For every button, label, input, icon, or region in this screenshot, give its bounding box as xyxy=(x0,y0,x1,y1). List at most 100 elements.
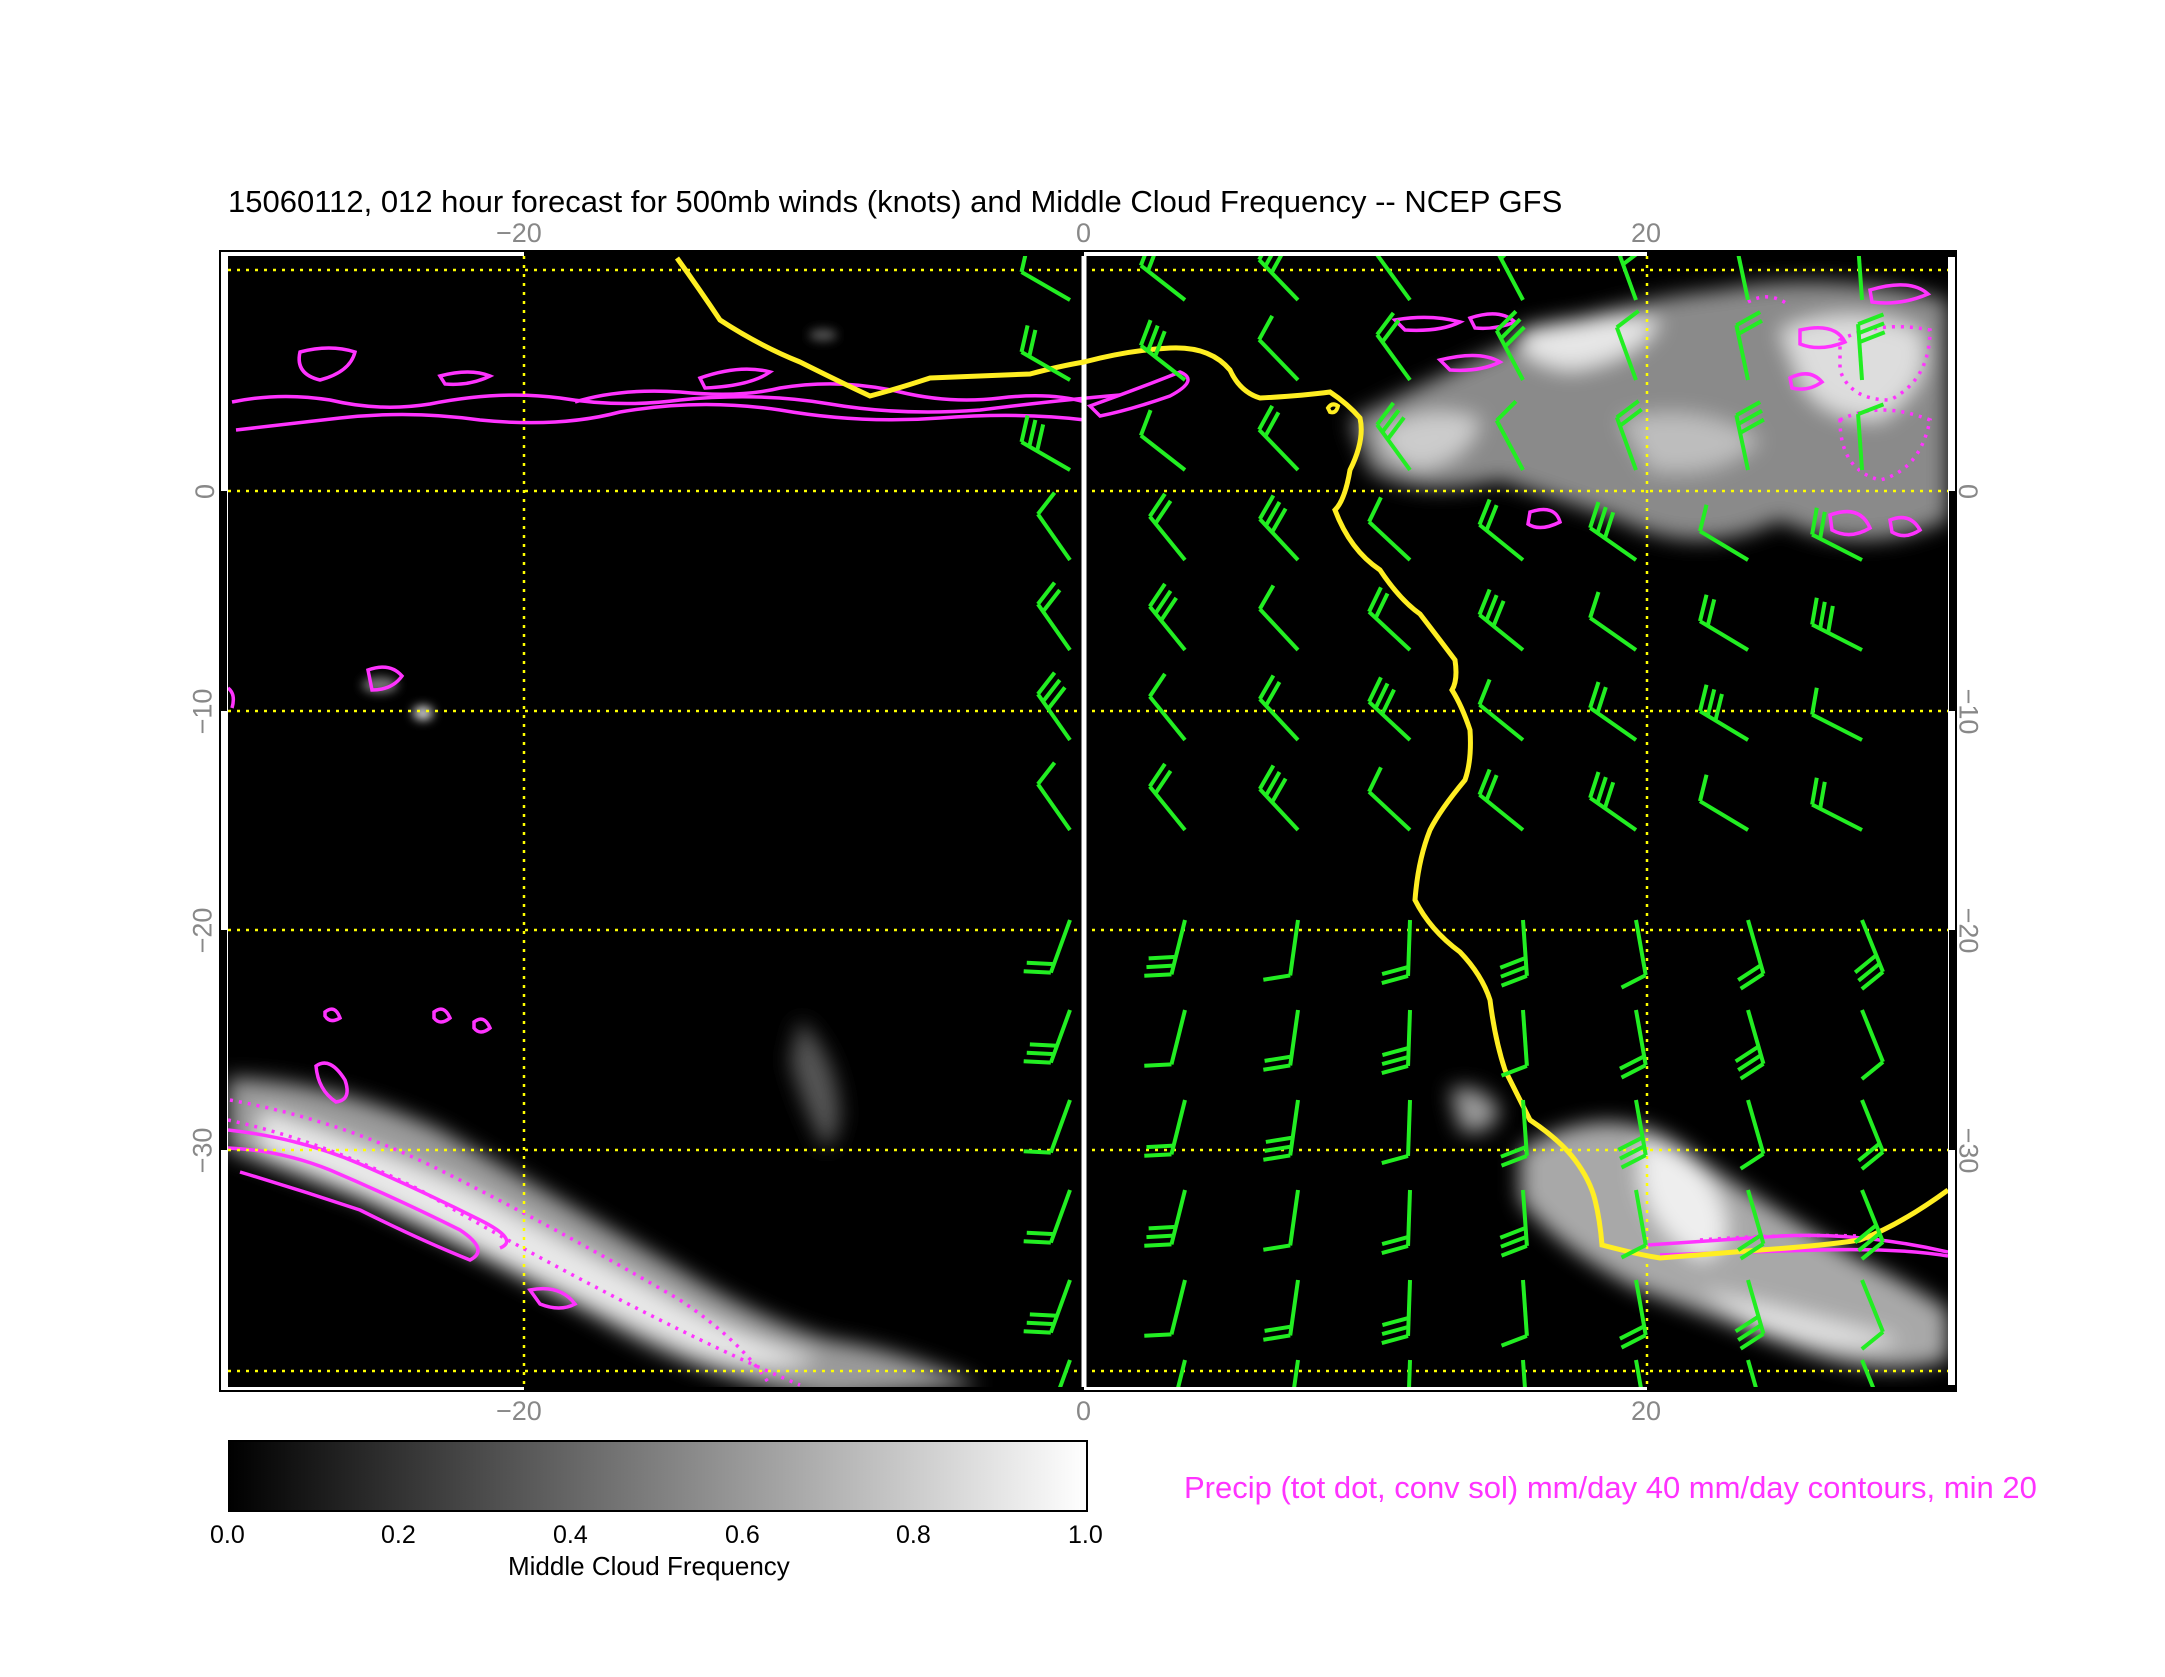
wind-barb xyxy=(1860,1009,1885,1081)
wind-barb xyxy=(1588,591,1638,652)
lon-tick-top-2: 0 xyxy=(1076,218,1092,248)
wind-barb xyxy=(1494,399,1525,471)
colorbar xyxy=(228,1440,1088,1512)
wind-barb xyxy=(1494,309,1526,381)
wind-barb xyxy=(1734,1009,1766,1081)
wind-barb xyxy=(1734,310,1763,381)
precip-legend-note: Precip (tot dot, conv sol) mm/day 40 mm/… xyxy=(1184,1470,2037,1505)
wind-barb xyxy=(1500,1099,1529,1168)
wind-barb xyxy=(1810,777,1863,832)
wind-barb xyxy=(1036,581,1072,652)
wind-barb xyxy=(1739,1099,1766,1171)
wind-barb xyxy=(1588,681,1638,742)
wind-barb xyxy=(1869,174,1930,240)
cloud-field xyxy=(228,282,1948,1387)
wind-barb xyxy=(1381,1009,1412,1075)
wind-barb xyxy=(1263,1279,1300,1342)
wind-barb xyxy=(1144,1279,1187,1338)
wind-barb xyxy=(1148,582,1187,652)
wind-barb xyxy=(1381,919,1412,985)
wind-barb xyxy=(1494,256,1525,301)
wind-barb xyxy=(1144,1189,1187,1248)
wind-barb xyxy=(1737,919,1766,991)
lat-tick-left-4: −30 xyxy=(187,1127,218,1174)
wind-barb xyxy=(1139,409,1187,472)
wind-barb xyxy=(1257,404,1300,472)
wind-barb xyxy=(1588,501,1638,562)
colorbar-tick-1: 0.0 xyxy=(210,1521,245,1549)
wind-barb xyxy=(1169,1359,1187,1387)
wind-barb xyxy=(1023,1279,1072,1335)
gridlines xyxy=(228,256,1948,1387)
wind-barb xyxy=(1746,1359,1766,1387)
wind-barb xyxy=(1019,415,1071,472)
wind-barb xyxy=(1519,184,1580,250)
wind-barb xyxy=(1036,491,1072,562)
wind-barb xyxy=(1023,1009,1072,1065)
wind-barb xyxy=(1375,311,1412,382)
wind-barb xyxy=(1614,309,1640,381)
wind-barb xyxy=(1367,766,1412,832)
lon-tick-top-3: 20 xyxy=(1631,218,1662,248)
wind-barb xyxy=(1144,1099,1187,1158)
wind-barb xyxy=(1810,597,1863,652)
wind-barb xyxy=(1619,1279,1648,1350)
lon-tick-top-1: −20 xyxy=(496,218,542,248)
wind-barb xyxy=(1023,919,1072,975)
coastline xyxy=(674,256,1948,1261)
wind-barb xyxy=(1500,1279,1529,1348)
wind-barb xyxy=(1367,586,1412,652)
wind-barb xyxy=(1698,684,1750,742)
wind-barb xyxy=(1258,674,1300,742)
wind-barb xyxy=(1019,325,1071,382)
lat-tick-left-3: −20 xyxy=(187,907,218,954)
lon-tick-bottom-2: 0 xyxy=(1076,1396,1092,1426)
precip-contours xyxy=(228,283,1948,1310)
wind-barb xyxy=(1734,1279,1766,1351)
wind-barb xyxy=(1853,919,1885,991)
wind-barb xyxy=(1860,1279,1885,1351)
lat-tick-left-2: −10 xyxy=(187,688,218,735)
wind-barb xyxy=(1258,764,1300,832)
wind-barb xyxy=(1477,678,1525,742)
wind-barb xyxy=(1381,1189,1412,1255)
lon-tick-bottom-1: −20 xyxy=(496,1396,542,1426)
wind-barb xyxy=(1853,1189,1885,1261)
wind-barb xyxy=(1258,494,1300,562)
wind-barb xyxy=(1148,762,1187,832)
colorbar-tick-3: 0.4 xyxy=(553,1521,588,1549)
wind-barb xyxy=(1759,184,1820,250)
wind-barb xyxy=(1139,256,1187,302)
wind-barb xyxy=(1036,671,1072,742)
wind-barb xyxy=(1381,1099,1412,1165)
wind-barb xyxy=(1617,1099,1648,1170)
colorbar-tick-4: 0.6 xyxy=(725,1521,760,1549)
wind-barb xyxy=(1734,400,1765,471)
wind-barb xyxy=(1614,399,1643,471)
wind-barb xyxy=(1477,588,1525,652)
wind-barb xyxy=(1263,1099,1300,1162)
wind-barb xyxy=(1856,402,1885,471)
wind-barbs xyxy=(1019,174,1930,1387)
wind-barb xyxy=(1406,1359,1412,1387)
wind-barb xyxy=(1500,1009,1529,1078)
wind-barb xyxy=(1144,919,1187,978)
wind-barb xyxy=(1734,256,1750,301)
wind-barb xyxy=(1857,1099,1885,1171)
wind-barb xyxy=(1036,761,1072,832)
wind-barb xyxy=(1263,919,1300,982)
wind-barb xyxy=(1737,1189,1766,1261)
wind-barb xyxy=(1048,1359,1072,1387)
wind-barb xyxy=(1620,919,1648,990)
wind-barb xyxy=(1698,594,1750,652)
colorbar-tick-2: 0.2 xyxy=(381,1521,416,1549)
colorbar-tick-5: 0.8 xyxy=(896,1521,931,1549)
wind-barb xyxy=(1375,401,1412,472)
wind-barb xyxy=(1810,507,1863,562)
precip-total-dotted xyxy=(228,295,1933,1387)
wind-barb xyxy=(1698,504,1750,562)
wind-barb xyxy=(1139,319,1187,382)
wind-barb xyxy=(1614,256,1646,301)
wind-barb xyxy=(1144,1009,1187,1068)
